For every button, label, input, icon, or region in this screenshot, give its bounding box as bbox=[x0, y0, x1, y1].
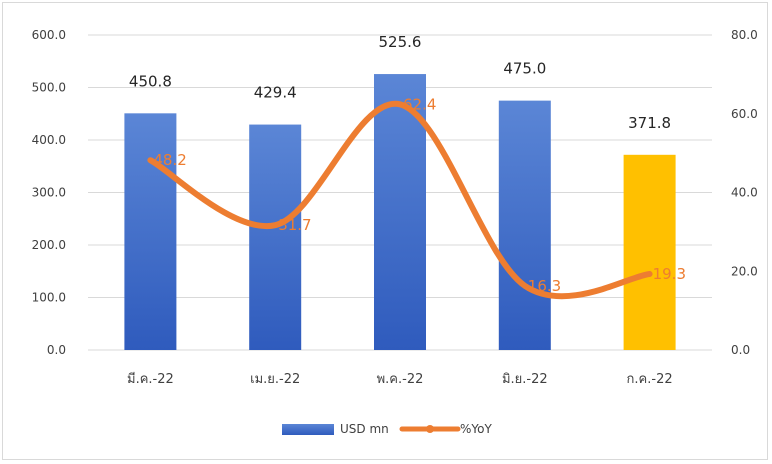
bar-2 bbox=[249, 124, 302, 350]
bar-3 bbox=[374, 74, 426, 350]
right-axis-tick-label: 0.0 bbox=[731, 343, 750, 357]
category-label: มี.ค.-22 bbox=[127, 371, 174, 387]
bar-value-label: 450.8 bbox=[129, 72, 172, 90]
category-label: เม.ย.-22 bbox=[250, 372, 300, 387]
line-labels: 48.2 31.7 62.4 16.3 19.3 bbox=[153, 95, 686, 295]
bar-5 bbox=[623, 154, 676, 350]
right-axis-tick-label: 20.0 bbox=[731, 264, 758, 278]
left-axis-tick-label: 600.0 bbox=[32, 28, 66, 42]
bar-value-label: 525.6 bbox=[379, 33, 422, 51]
bar-value-label: 429.4 bbox=[254, 84, 297, 102]
legend-marker-yoy bbox=[426, 425, 434, 433]
yoy-value-label: 19.3 bbox=[653, 265, 686, 283]
left-axis-tick-label: 400.0 bbox=[32, 133, 66, 147]
category-label: พ.ค.-22 bbox=[377, 372, 424, 387]
bar-1 bbox=[124, 113, 177, 350]
bar-4 bbox=[498, 100, 551, 350]
bar-labels: 450.8 429.4 525.6 475.0 371.8 bbox=[129, 33, 671, 132]
left-axis-tick-label: 300.0 bbox=[32, 186, 66, 200]
left-axis-tick-label: 200.0 bbox=[32, 238, 66, 252]
yoy-value-label: 48.2 bbox=[153, 151, 186, 169]
x-axis-categories: มี.ค.-22 เม.ย.-22 พ.ค.-22 มิ.ย.-22 ก.ค.-22 bbox=[127, 371, 673, 387]
left-axis-tick-label: 500.0 bbox=[32, 81, 66, 95]
left-axis-tick-label: 0.0 bbox=[47, 343, 66, 357]
yoy-value-label: 62.4 bbox=[403, 95, 436, 113]
legend-swatch-usd-mn bbox=[282, 424, 334, 435]
right-axis-tick-label: 60.0 bbox=[731, 107, 758, 121]
left-axis: 0.0 100.0 200.0 300.0 400.0 500.0 600.0 bbox=[32, 28, 66, 357]
right-axis-tick-label: 80.0 bbox=[731, 28, 758, 42]
category-label: ก.ค.-22 bbox=[627, 372, 673, 387]
legend-label-usd-mn: USD mn bbox=[340, 422, 389, 436]
bars bbox=[124, 74, 676, 350]
left-axis-tick-label: 100.0 bbox=[32, 291, 66, 305]
right-axis: 0.0 20.0 40.0 60.0 80.0 bbox=[731, 28, 758, 357]
yoy-line-series bbox=[147, 100, 653, 300]
bar-value-label: 475.0 bbox=[503, 60, 546, 78]
legend-label-yoy: %YoY bbox=[460, 422, 492, 436]
right-axis-tick-label: 40.0 bbox=[731, 186, 758, 200]
yoy-value-label: 16.3 bbox=[528, 277, 561, 295]
category-label: มิ.ย.-22 bbox=[502, 372, 548, 387]
legend: USD mn %YoY bbox=[282, 422, 492, 436]
yoy-value-label: 31.7 bbox=[278, 216, 311, 234]
bar-value-label: 371.8 bbox=[628, 114, 671, 132]
